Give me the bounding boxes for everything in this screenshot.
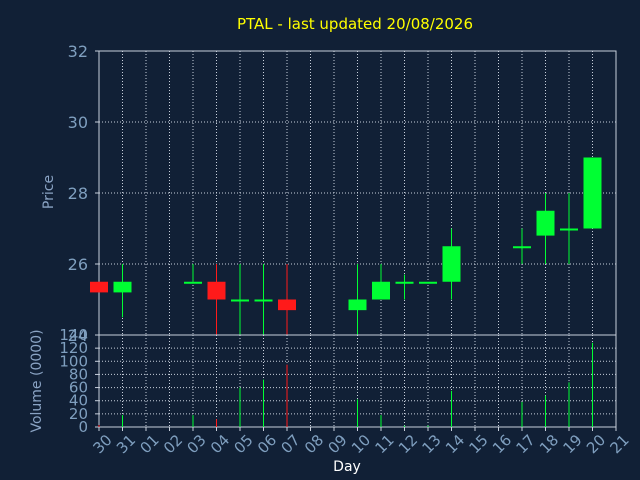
candle-body: [348, 299, 367, 311]
candle: [395, 274, 414, 300]
candle-body: [583, 157, 602, 229]
candle: [372, 264, 390, 300]
price-y-tick-label: 26: [68, 255, 88, 274]
volume-y-tick-label: 60: [69, 379, 88, 397]
x-tick-label: 31: [113, 431, 139, 457]
candle-body: [536, 210, 555, 236]
candle-body: [231, 299, 249, 302]
chart-title: PTAL - last updated 20/08/2026: [237, 15, 473, 33]
volume-y-axis-label: Volume (0000): [29, 329, 45, 432]
x-tick-label: 03: [184, 431, 210, 457]
x-tick-label: 30: [90, 431, 116, 457]
candle: [207, 264, 226, 335]
candle-body: [395, 281, 414, 284]
candle-body: [442, 246, 461, 282]
x-tick-label: 09: [325, 431, 351, 457]
price-panel: 24 26 28 30 32 Price: [41, 42, 617, 345]
price-y-tick-label: 24: [68, 326, 88, 345]
candle: [348, 264, 367, 335]
candle-body: [372, 281, 390, 300]
candle-body: [207, 281, 226, 300]
candle: [278, 264, 296, 335]
x-tick-label: 15: [466, 431, 492, 457]
x-tick-label: 08: [301, 431, 327, 457]
x-tick-label: 21: [607, 431, 633, 457]
volume-y-tick-label: 20: [69, 405, 88, 423]
x-tick-label: 10: [348, 431, 374, 457]
volume-y-tick-label: 100: [59, 352, 88, 370]
candle: [442, 228, 461, 300]
price-y-tick-label: 30: [68, 113, 88, 132]
candle-body: [278, 299, 296, 311]
x-tick-label: 13: [419, 431, 445, 457]
x-tick-label: 17: [513, 431, 539, 457]
candlestick-series: [90, 157, 602, 335]
candle: [90, 281, 108, 293]
x-tick-label: 20: [583, 431, 609, 457]
candle-body: [184, 281, 202, 284]
x-tick-label: 07: [278, 431, 304, 457]
volume-y-tick-label: 120: [59, 339, 88, 357]
x-tick-label: 19: [560, 431, 586, 457]
x-tick-label: 04: [207, 431, 233, 457]
price-y-ticks: 24 26 28 30 32: [68, 42, 99, 345]
candle-body: [513, 246, 531, 249]
volume-y-tick-label: 40: [69, 392, 88, 410]
volume-y-tick-label: 0: [78, 418, 88, 436]
x-tick-label: 14: [442, 431, 468, 457]
candle: [184, 264, 202, 284]
volume-y-tick-label: 80: [69, 365, 88, 383]
candle-body: [90, 281, 108, 293]
candle: [419, 281, 437, 284]
candle-body: [560, 228, 578, 231]
candle: [583, 157, 602, 229]
x-tick-label: 05: [231, 431, 257, 457]
x-tick-label: 11: [372, 431, 398, 457]
candle-body: [254, 299, 273, 302]
x-axis-label: Day: [333, 459, 361, 475]
x-tick-label: 16: [489, 431, 515, 457]
price-y-tick-label: 32: [68, 42, 88, 61]
candle: [231, 264, 249, 335]
candle-body: [419, 281, 437, 284]
x-tick-label: 01: [137, 431, 163, 457]
volume-bar-series: [98, 342, 593, 427]
price-y-axis-label: Price: [41, 175, 57, 209]
volume-y-tick-label: 140: [59, 326, 88, 344]
x-axis-day-ticks: 3031010203040506070809101112131415161718…: [90, 427, 633, 457]
x-tick-label: 12: [395, 431, 421, 457]
candle: [254, 264, 273, 335]
candle: [113, 264, 132, 318]
x-tick-label: 18: [536, 431, 562, 457]
x-tick-label: 02: [160, 431, 186, 457]
x-tick-label: 06: [254, 431, 280, 457]
candle: [513, 228, 531, 264]
candle: [560, 193, 578, 264]
candle: [536, 193, 555, 264]
candle-body: [113, 281, 132, 293]
price-y-tick-label: 28: [68, 184, 88, 203]
